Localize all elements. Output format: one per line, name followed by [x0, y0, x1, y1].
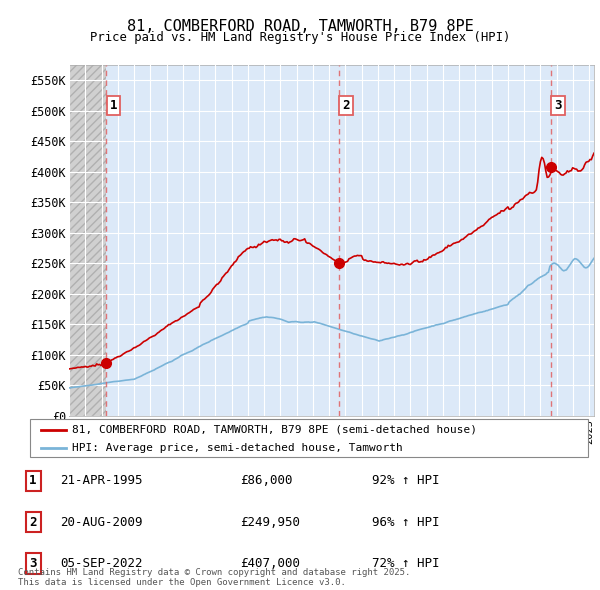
Text: 72% ↑ HPI: 72% ↑ HPI: [372, 557, 439, 570]
Text: 20-AUG-2009: 20-AUG-2009: [60, 516, 143, 529]
Text: 21-APR-1995: 21-APR-1995: [60, 474, 143, 487]
Text: £86,000: £86,000: [240, 474, 293, 487]
Text: 81, COMBERFORD ROAD, TAMWORTH, B79 8PE: 81, COMBERFORD ROAD, TAMWORTH, B79 8PE: [127, 19, 473, 34]
Text: 81, COMBERFORD ROAD, TAMWORTH, B79 8PE (semi-detached house): 81, COMBERFORD ROAD, TAMWORTH, B79 8PE (…: [72, 425, 477, 435]
Text: 05-SEP-2022: 05-SEP-2022: [60, 557, 143, 570]
Text: 1: 1: [29, 474, 37, 487]
Text: 1: 1: [110, 99, 117, 112]
Text: Contains HM Land Registry data © Crown copyright and database right 2025.
This d: Contains HM Land Registry data © Crown c…: [18, 568, 410, 587]
Text: 2: 2: [343, 99, 350, 112]
Text: 92% ↑ HPI: 92% ↑ HPI: [372, 474, 439, 487]
Text: 96% ↑ HPI: 96% ↑ HPI: [372, 516, 439, 529]
Text: £249,950: £249,950: [240, 516, 300, 529]
Text: 3: 3: [554, 99, 562, 112]
Text: HPI: Average price, semi-detached house, Tamworth: HPI: Average price, semi-detached house,…: [72, 442, 403, 453]
FancyBboxPatch shape: [30, 419, 588, 457]
Text: 3: 3: [29, 557, 37, 570]
Text: Price paid vs. HM Land Registry's House Price Index (HPI): Price paid vs. HM Land Registry's House …: [90, 31, 510, 44]
Text: £407,000: £407,000: [240, 557, 300, 570]
Text: 2: 2: [29, 516, 37, 529]
